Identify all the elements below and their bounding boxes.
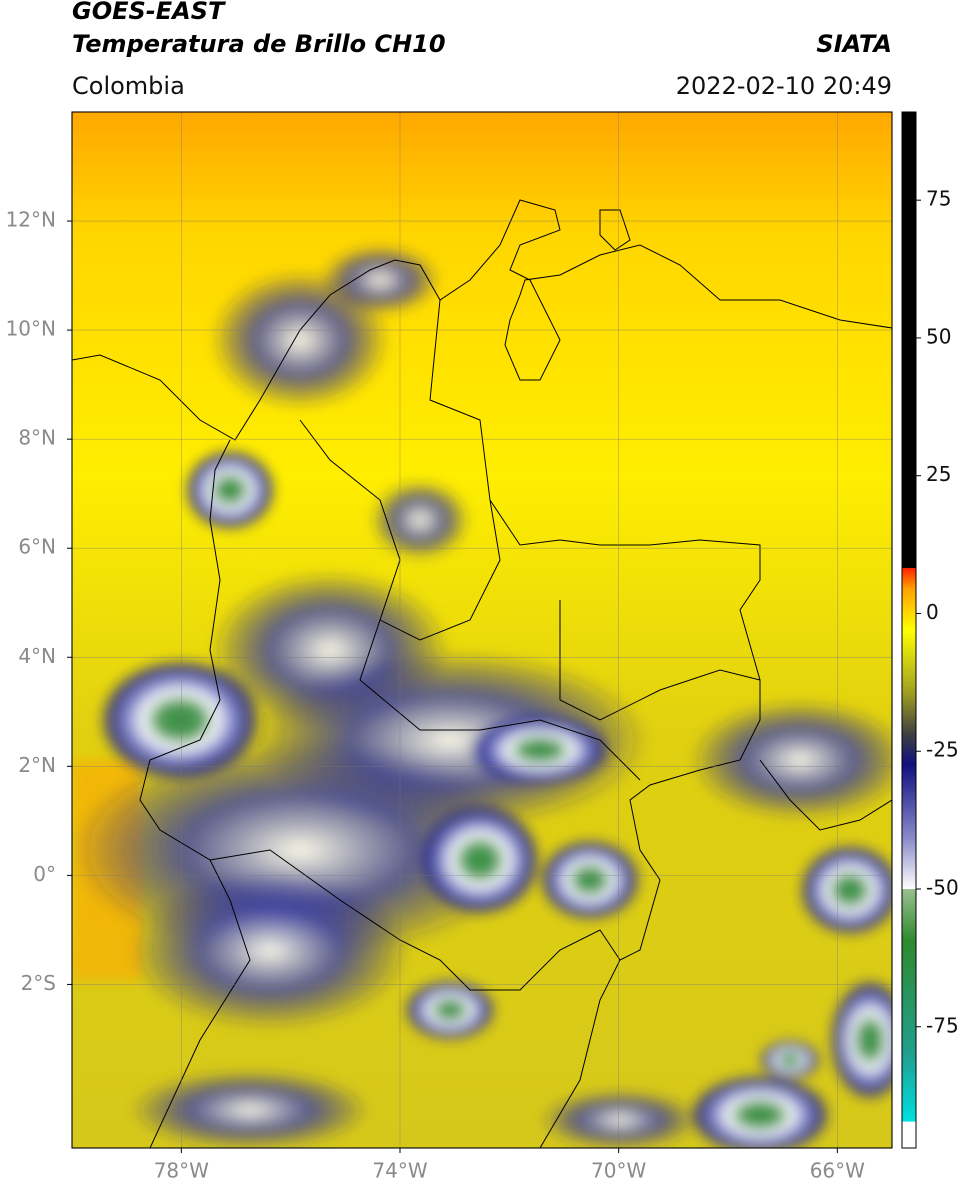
map-frame (71, 111, 893, 1149)
x-tick-label: 66°W (810, 1159, 865, 1183)
region: Colombia (72, 72, 185, 100)
map-image (72, 112, 892, 1148)
colorbar-tick-label: -25 (926, 738, 959, 762)
y-tick-label: 6°N (18, 535, 56, 559)
x-tick-label: 74°W (372, 1159, 427, 1183)
colorbar-tick-label: 75 (926, 187, 951, 211)
y-tick-label: 12°N (6, 208, 56, 232)
colorbar-tick-label: -50 (926, 876, 959, 900)
colorbar-tick-label: -75 (926, 1013, 959, 1037)
source: SIATA (816, 30, 892, 58)
timestamp: 2022-02-10 20:49 (676, 72, 892, 100)
colorbar (901, 111, 917, 1149)
colorbar-tick-label: 25 (926, 462, 951, 486)
y-tick-label: 2°N (18, 753, 56, 777)
title: GOES-EAST (72, 0, 226, 25)
y-tick-label: 8°N (18, 426, 56, 450)
subtitle: Temperatura de Brillo CH10 (72, 30, 446, 58)
y-tick-label: 4°N (18, 644, 56, 668)
y-tick-label: 10°N (6, 317, 56, 341)
x-tick-label: 78°W (154, 1159, 209, 1183)
x-tick-label: 70°W (591, 1159, 646, 1183)
y-tick-label: 2°S (21, 971, 56, 995)
y-tick-label: 0° (33, 862, 56, 886)
colorbar-tick-label: 50 (926, 324, 951, 348)
colorbar-tick-label: 0 (926, 600, 939, 624)
